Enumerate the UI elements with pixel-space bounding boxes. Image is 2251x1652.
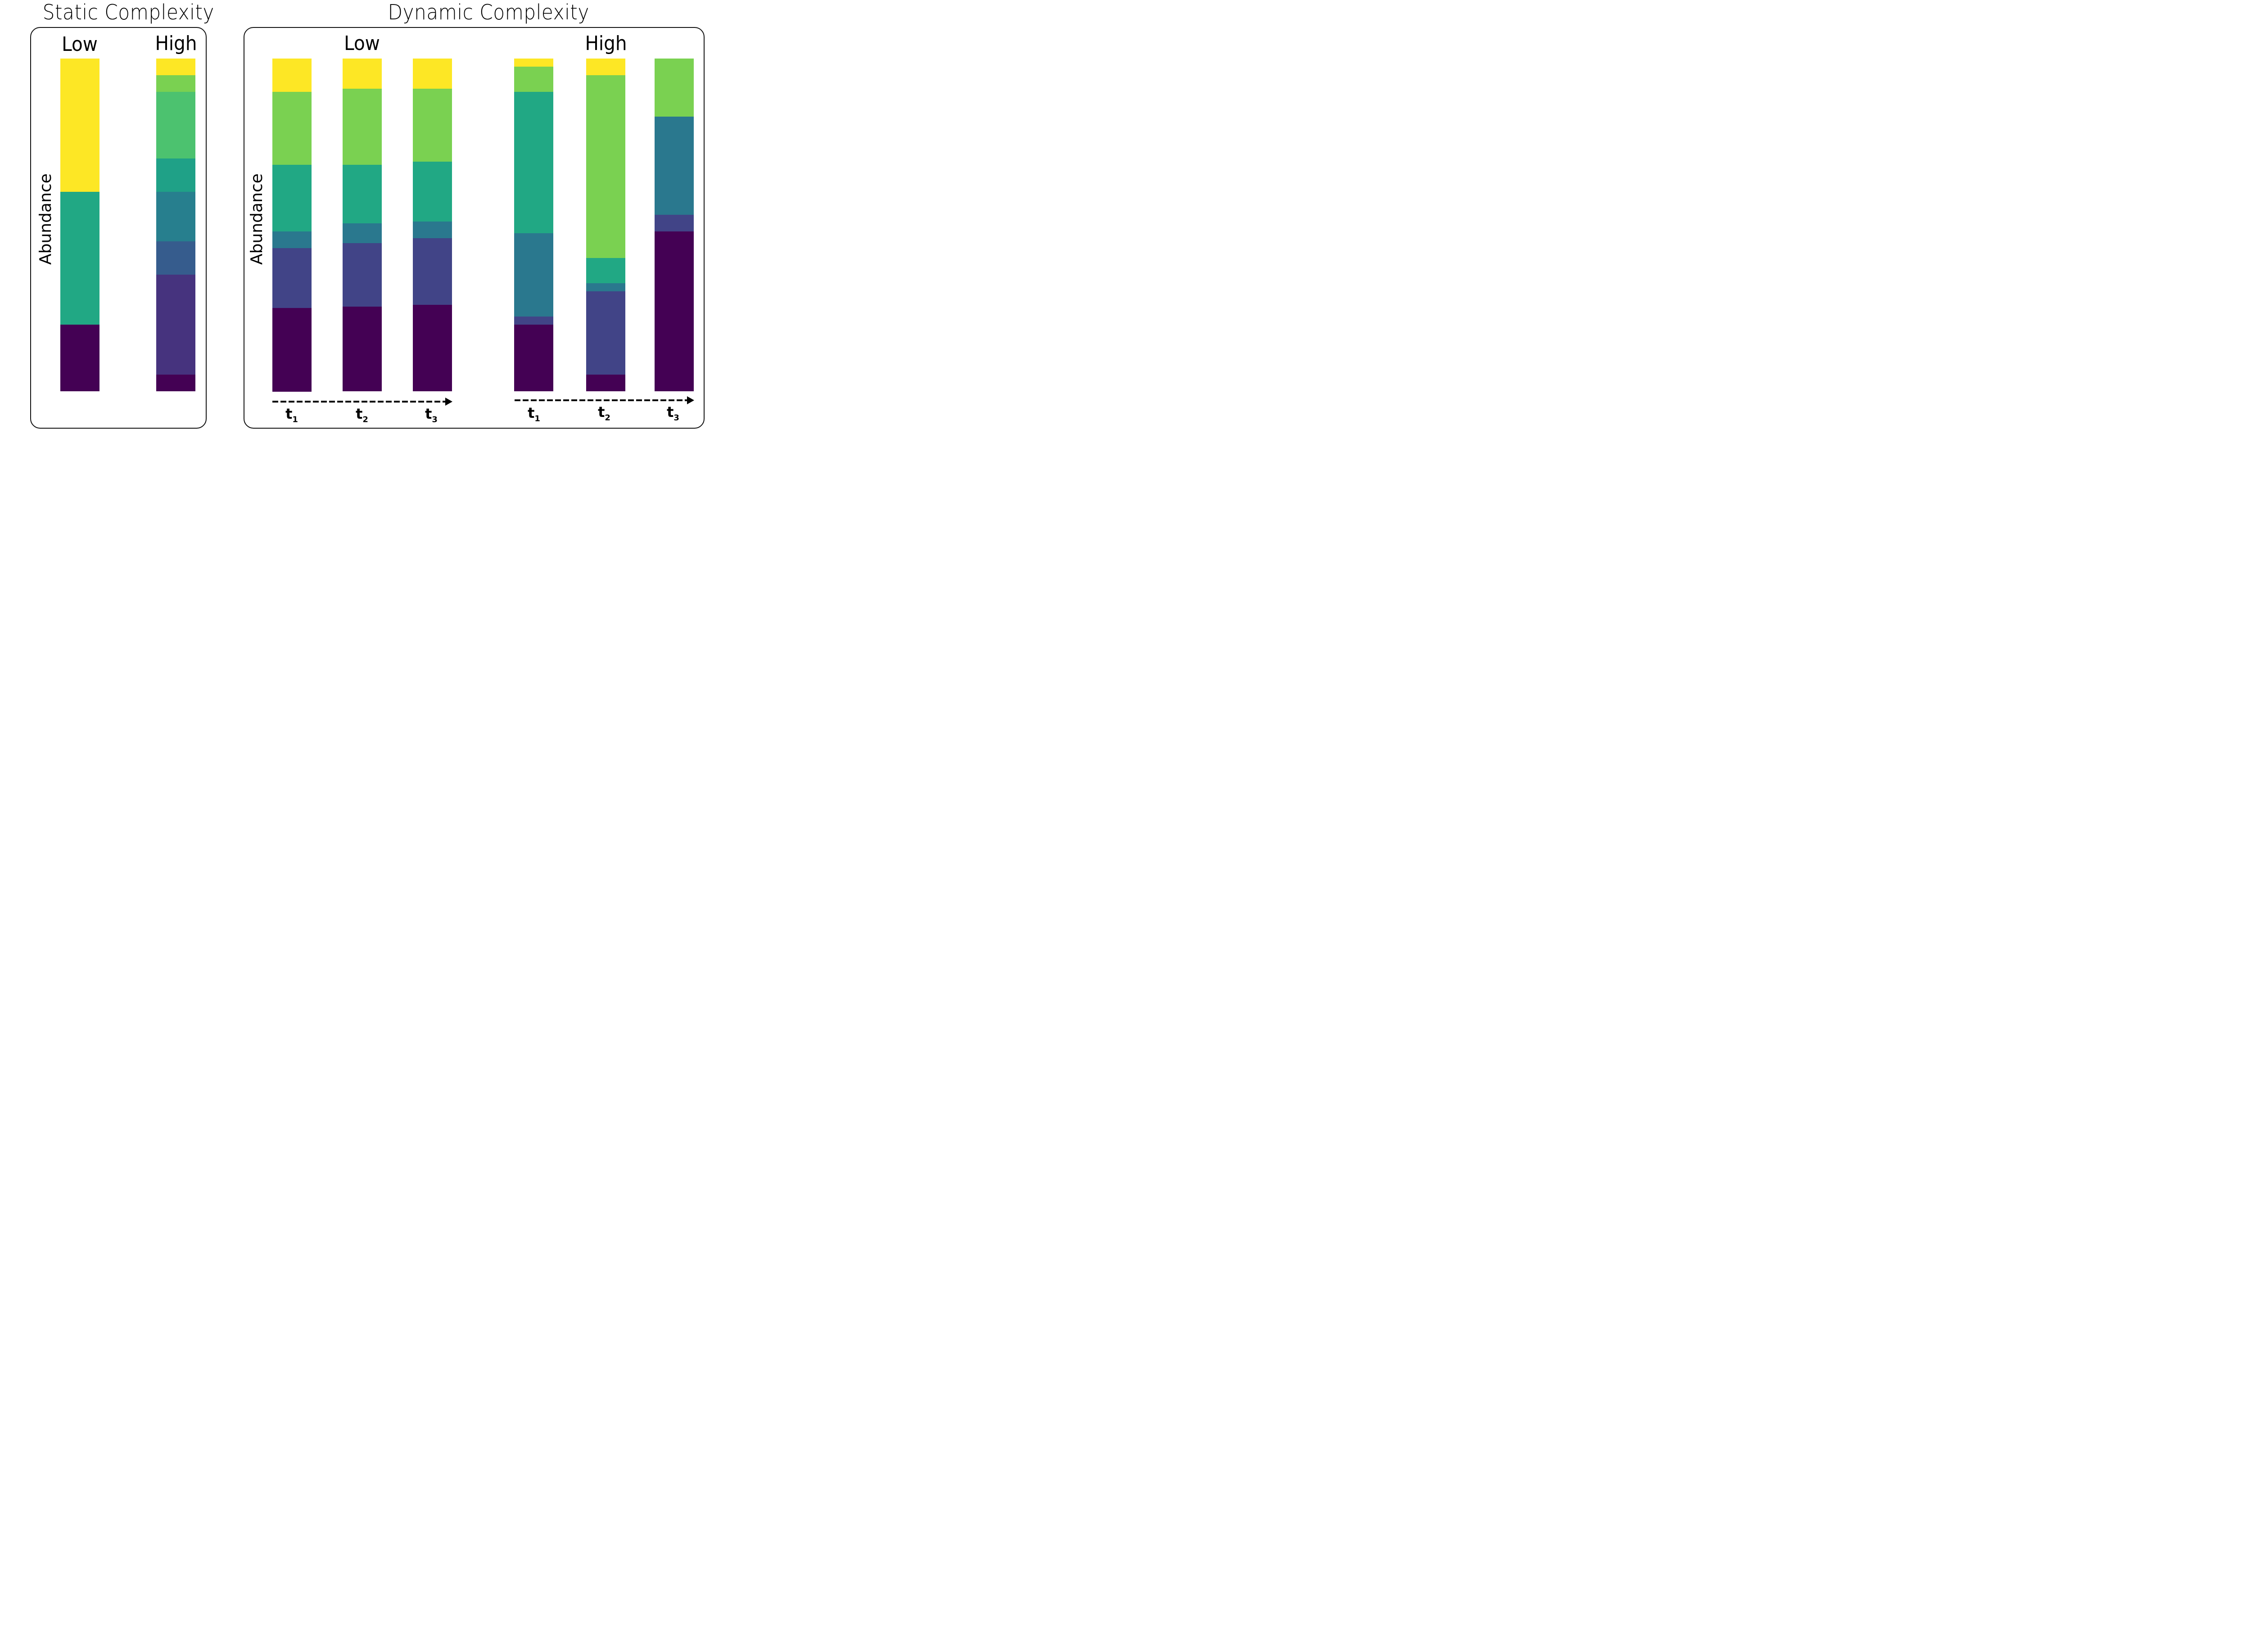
bar-segment bbox=[586, 291, 625, 375]
time-label-high-t3: t3 bbox=[667, 403, 679, 423]
bar-segment bbox=[413, 88, 452, 162]
bar-dynamic-high-t2 bbox=[586, 59, 625, 392]
bar-segment bbox=[343, 59, 382, 89]
bar-segment bbox=[156, 375, 195, 392]
bar-segment bbox=[655, 59, 694, 117]
bar-static-low bbox=[60, 59, 99, 392]
static-complexity-title: Static Complexity bbox=[42, 0, 214, 24]
bar-segment bbox=[413, 162, 452, 222]
static-low-label: Low bbox=[62, 33, 98, 56]
static-panel bbox=[30, 27, 207, 429]
bar-dynamic-low-t2 bbox=[343, 59, 382, 392]
bar-segment bbox=[413, 222, 452, 239]
bar-segment bbox=[156, 191, 195, 242]
bar-segment bbox=[586, 283, 625, 292]
bar-segment bbox=[413, 238, 452, 305]
bar-segment bbox=[586, 258, 625, 284]
bar-segment bbox=[272, 248, 312, 308]
static-high-label: High bbox=[155, 32, 197, 55]
time-label-high-t2: t2 bbox=[598, 403, 610, 423]
bar-segment bbox=[514, 325, 553, 392]
bar-segment bbox=[156, 158, 195, 192]
bar-dynamic-low-t3 bbox=[413, 59, 452, 392]
bar-segment bbox=[272, 59, 312, 92]
bar-segment bbox=[413, 304, 452, 392]
bar-segment bbox=[60, 191, 99, 325]
bar-segment bbox=[514, 316, 553, 325]
bar-segment bbox=[156, 75, 195, 92]
bar-segment bbox=[343, 165, 382, 224]
bar-segment bbox=[655, 215, 694, 232]
static-abundance-label: Abundance bbox=[36, 173, 55, 265]
bar-dynamic-high-t1 bbox=[514, 59, 553, 392]
bar-segment bbox=[514, 91, 553, 234]
bar-segment bbox=[586, 75, 625, 258]
bar-segment bbox=[586, 59, 625, 76]
dynamic-abundance-label: Abundance bbox=[248, 173, 266, 265]
bar-segment bbox=[272, 91, 312, 165]
bar-segment bbox=[655, 117, 694, 215]
bar-static-high bbox=[156, 59, 195, 392]
time-label-low-t3: t3 bbox=[425, 405, 438, 425]
bar-segment bbox=[272, 308, 312, 392]
bar-segment bbox=[514, 59, 553, 67]
bar-segment bbox=[60, 325, 99, 392]
bar-segment bbox=[514, 67, 553, 92]
bar-segment bbox=[514, 233, 553, 317]
bar-segment bbox=[156, 275, 195, 375]
dynamic-high-label: High bbox=[585, 32, 627, 55]
bar-segment bbox=[60, 59, 99, 192]
bar-segment bbox=[343, 306, 382, 392]
bar-segment bbox=[586, 375, 625, 392]
bar-segment bbox=[272, 231, 312, 249]
time-arrow-high bbox=[515, 396, 694, 404]
bar-dynamic-low-t1 bbox=[272, 59, 312, 392]
bar-segment bbox=[156, 241, 195, 275]
bar-segment bbox=[156, 91, 195, 159]
bar-segment bbox=[343, 88, 382, 165]
time-label-low-t2: t2 bbox=[356, 405, 368, 425]
dynamic-low-label: Low bbox=[344, 32, 380, 55]
bar-dynamic-high-t3 bbox=[655, 59, 694, 392]
bar-segment bbox=[413, 59, 452, 89]
time-label-low-t1: t1 bbox=[285, 405, 298, 425]
bar-segment bbox=[343, 223, 382, 244]
bar-segment bbox=[272, 165, 312, 232]
bar-segment bbox=[156, 59, 195, 76]
time-arrow-low bbox=[272, 398, 452, 406]
bar-segment bbox=[655, 231, 694, 392]
time-label-high-t1: t1 bbox=[528, 404, 540, 424]
dynamic-panel bbox=[244, 27, 705, 429]
dynamic-complexity-title: Dynamic Complexity bbox=[388, 0, 589, 24]
bar-segment bbox=[343, 243, 382, 307]
